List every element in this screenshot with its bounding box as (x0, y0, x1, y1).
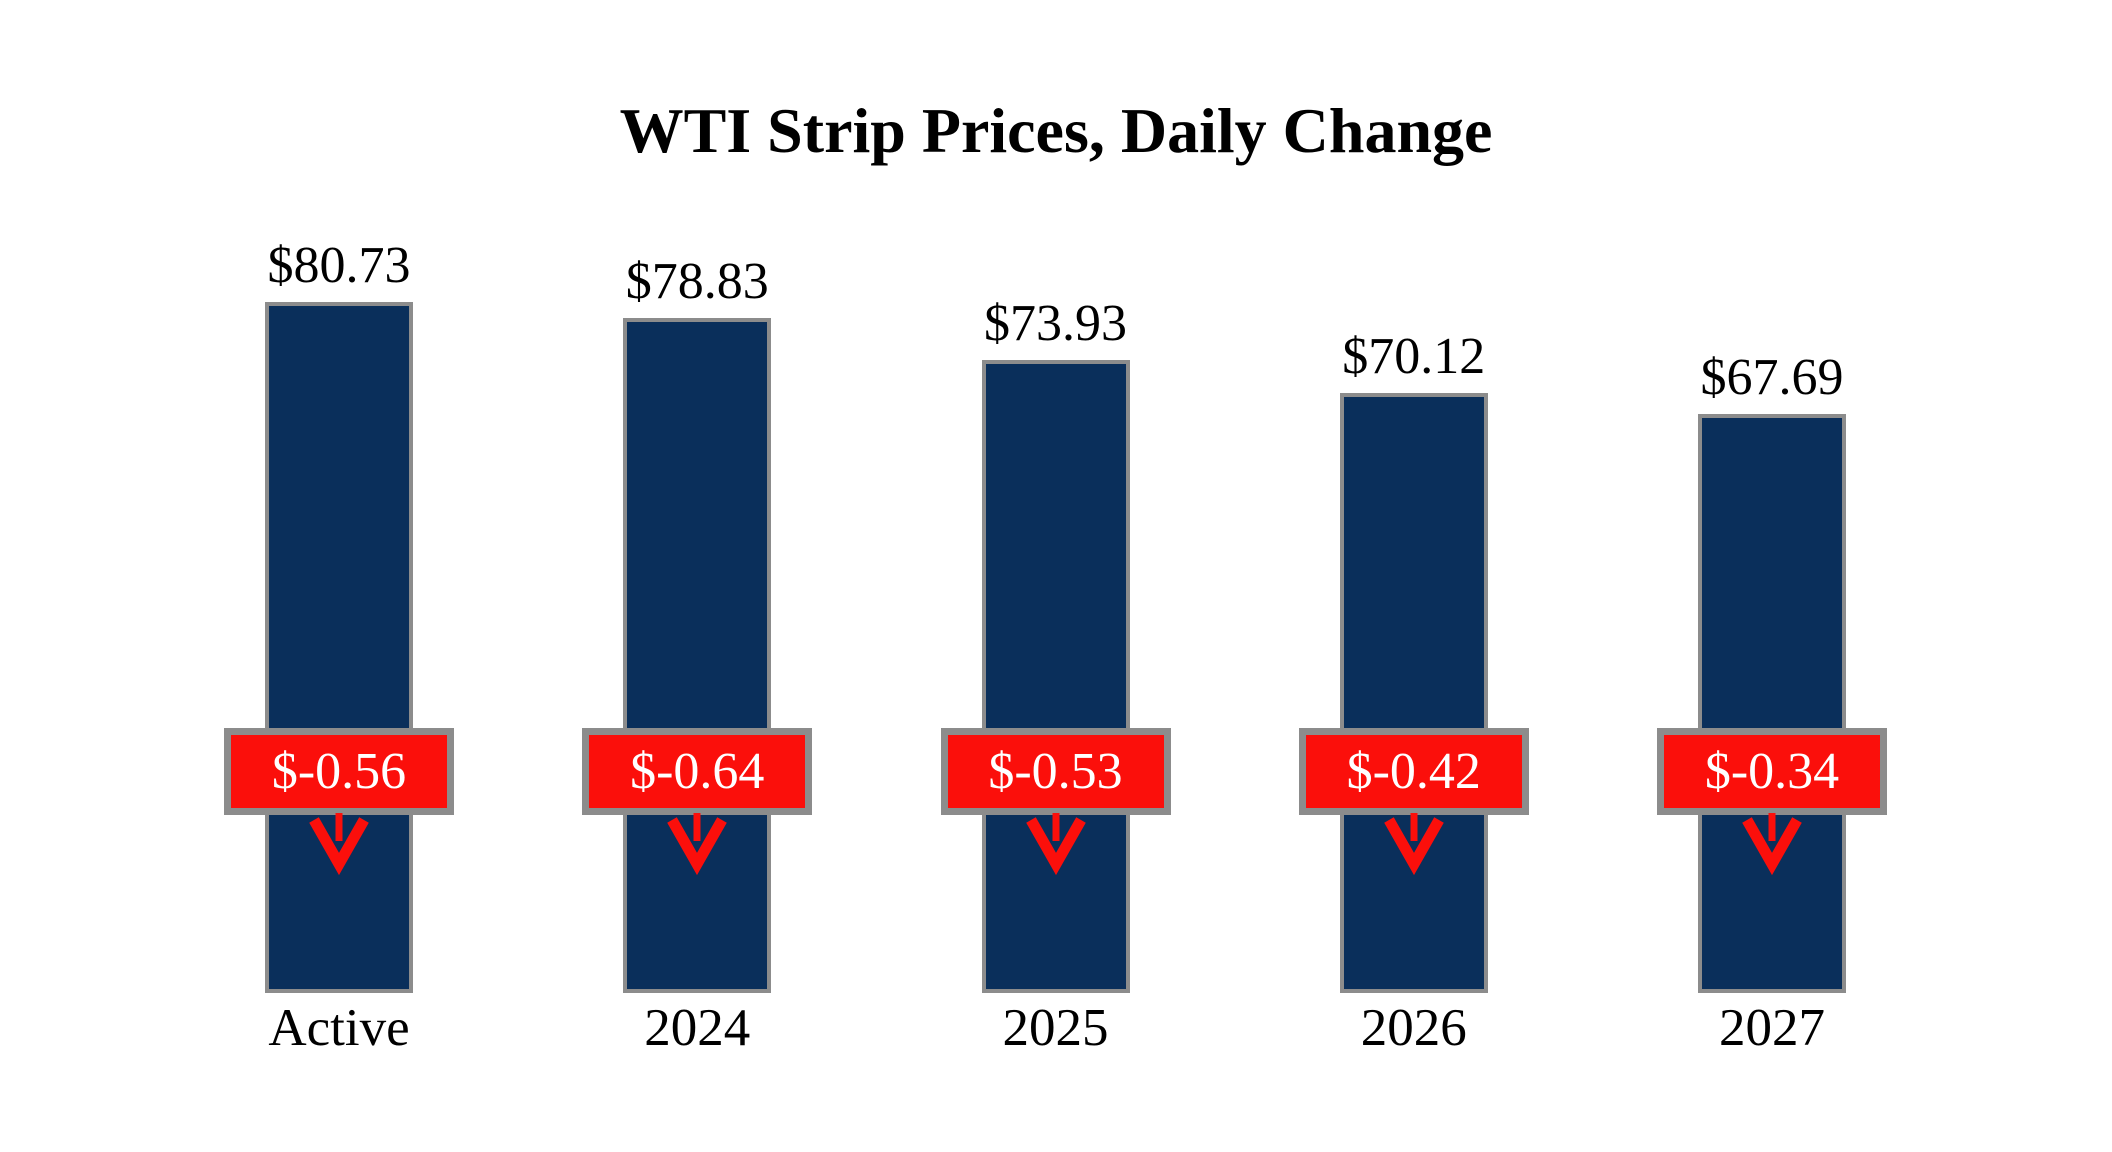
change-badge-active: $-0.56 (224, 728, 454, 815)
change-value: $-0.42 (1346, 742, 1481, 800)
category-label-2027: 2027 (1719, 999, 1825, 1057)
change-badge-2024: $-0.64 (582, 728, 813, 815)
bar-2026 (1339, 393, 1488, 993)
price-label-2027: $67.69 (1700, 349, 1844, 406)
change-value: $-0.64 (630, 742, 765, 800)
change-value: $-0.56 (271, 742, 407, 800)
price-label-active: $80.73 (267, 237, 411, 294)
down-arrow-icon (667, 813, 728, 876)
chart-title: WTI Strip Prices, Daily Change (619, 95, 1493, 166)
down-arrow-icon (309, 813, 369, 876)
category-label-active: Active (268, 999, 410, 1057)
bar-2027 (1698, 414, 1846, 993)
down-arrow-icon (1025, 813, 1086, 876)
change-value: $-0.53 (988, 742, 1123, 800)
category-label-2024: 2024 (644, 999, 751, 1057)
category-label-2025: 2025 (1002, 999, 1109, 1057)
price-label-2025: $73.93 (984, 295, 1127, 352)
category-label-2026: 2026 (1360, 999, 1467, 1057)
bar-2024 (623, 318, 772, 993)
price-label-2026: $70.12 (1342, 328, 1486, 385)
bar-2025 (981, 360, 1130, 993)
down-arrow-icon (1742, 813, 1802, 876)
bar-active (265, 302, 413, 993)
change-badge-2026: $-0.42 (1298, 728, 1529, 815)
change-value: $-0.34 (1704, 742, 1840, 800)
price-label-2024: $78.83 (625, 253, 769, 310)
down-arrow-icon (1383, 813, 1444, 876)
change-badge-2025: $-0.53 (940, 728, 1171, 815)
change-badge-2027: $-0.34 (1657, 728, 1887, 815)
